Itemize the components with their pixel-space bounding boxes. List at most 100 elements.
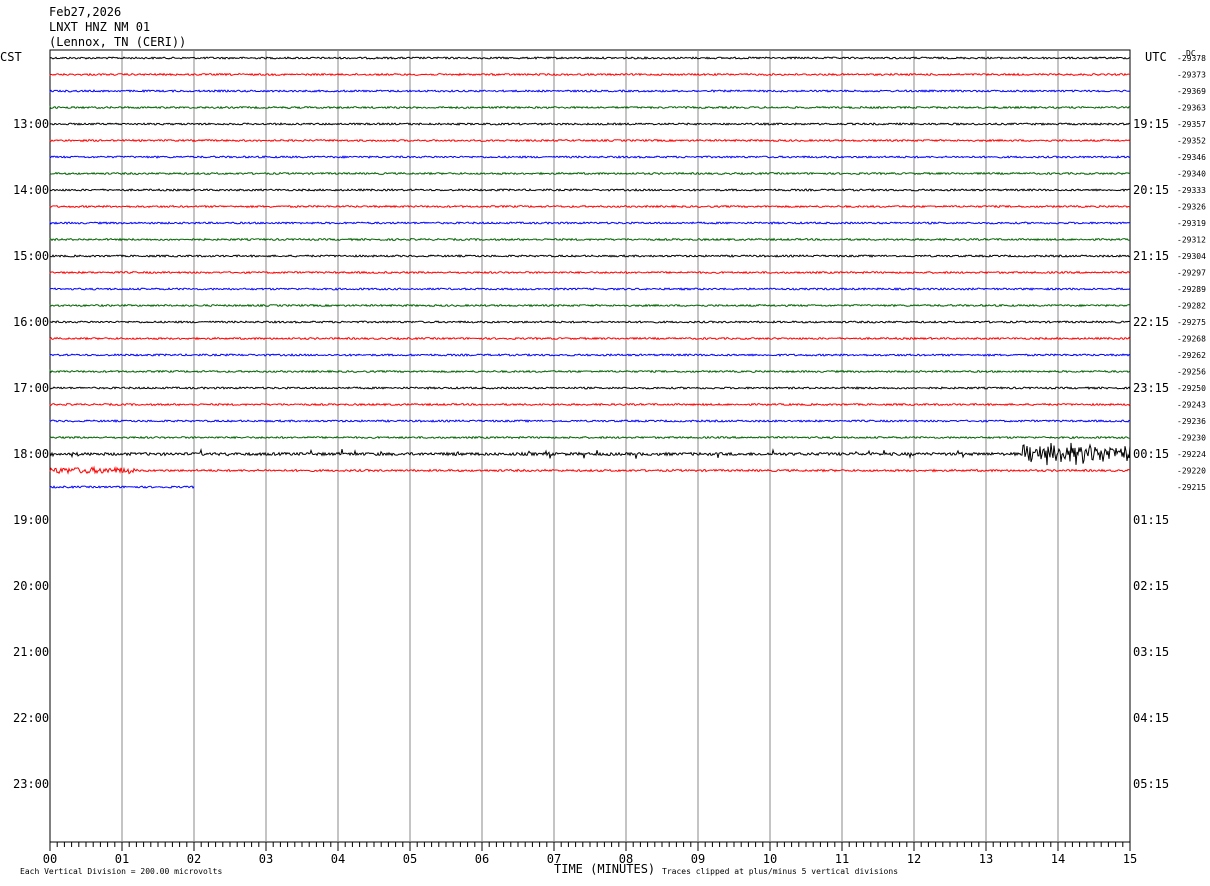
left-hour-label: 20:00	[13, 579, 49, 593]
trace-line	[49, 220, 1131, 225]
minute-grid	[121, 50, 1059, 842]
x-axis-label: TIME (MINUTES)	[554, 862, 655, 876]
trace-line	[49, 419, 1131, 423]
header-date: Feb27,2026	[49, 5, 121, 19]
left-hour-labels: 13:00 14:00 15:00 16:00 17:00 18:00 19:00 20:00…	[13, 117, 49, 791]
x-tick-label: 08	[619, 852, 633, 866]
trace-line	[49, 89, 1131, 93]
right-hour-label: 05:15	[1133, 777, 1169, 791]
x-tick-label: 00	[43, 852, 57, 866]
dc-value: -29326	[1177, 203, 1206, 212]
dc-value: -29304	[1177, 252, 1206, 261]
trace-line	[49, 56, 1131, 60]
dc-value: -29346	[1177, 153, 1206, 162]
trace-line	[49, 336, 1131, 341]
dc-value: -29215	[1177, 483, 1206, 492]
trace-line	[49, 369, 1131, 374]
right-hour-label: 01:15	[1133, 513, 1169, 527]
x-axis: 00 01 02 03 04 05 06 07 08 09 10 11 12 13 14 15	[43, 842, 1137, 866]
dc-value: -29268	[1177, 335, 1206, 344]
left-timezone-label: CST	[0, 50, 22, 64]
trace-line	[49, 465, 1131, 475]
dc-value: -29220	[1177, 467, 1206, 476]
trace-line	[49, 386, 1131, 390]
clip-note: Traces clipped at plus/minus 5 vertical …	[662, 867, 898, 876]
x-tick-label: 07	[547, 852, 561, 866]
dc-offset-labels: -29378 -29373 -29369 -29363 -29357 -29352 -293…	[1177, 54, 1206, 492]
trace-line	[49, 303, 1131, 308]
right-hour-label: 04:15	[1133, 711, 1169, 725]
trace-line	[49, 485, 195, 489]
dc-label: DC	[1186, 49, 1196, 58]
trace-line	[49, 287, 1131, 291]
left-hour-label: 23:00	[13, 777, 49, 791]
x-tick-label: 03	[259, 852, 273, 866]
right-hour-label: 23:15	[1133, 381, 1169, 395]
left-hour-label: 17:00	[13, 381, 49, 395]
x-tick-label: 04	[331, 852, 345, 866]
dc-value: -29357	[1177, 120, 1206, 129]
trace-line	[49, 105, 1131, 110]
right-hour-label: 00:15	[1133, 447, 1169, 461]
dc-value: -29333	[1177, 186, 1206, 195]
x-tick-label: 01	[115, 852, 129, 866]
header-location: (Lennox, TN (CERI))	[49, 35, 186, 49]
left-hour-label: 13:00	[13, 117, 49, 131]
trace-line	[49, 138, 1131, 143]
trace-line	[49, 435, 1131, 440]
trace-line	[49, 188, 1130, 192]
trace-line	[49, 155, 1131, 159]
trace-line	[49, 171, 1131, 176]
x-tick-label: 09	[691, 852, 705, 866]
left-hour-label: 16:00	[13, 315, 49, 329]
dc-value: -29340	[1177, 170, 1206, 179]
plot-frame	[49, 49, 1131, 843]
dc-value: -29230	[1177, 434, 1206, 443]
trace-line	[49, 402, 1131, 407]
trace-line	[49, 353, 1131, 357]
header-station: LNXT HNZ NM 01	[49, 20, 150, 34]
dc-value: -29312	[1177, 236, 1206, 245]
right-hour-label: 21:15	[1133, 249, 1169, 263]
dc-value: -29262	[1177, 351, 1206, 360]
right-hour-label: 22:15	[1133, 315, 1169, 329]
trace-line	[49, 237, 1131, 242]
left-hour-label: 22:00	[13, 711, 49, 725]
x-tick-label: 10	[763, 852, 777, 866]
dc-value: -29289	[1177, 285, 1206, 294]
dc-value: -29250	[1177, 384, 1206, 393]
left-hour-label: 19:00	[13, 513, 49, 527]
right-hour-label: 19:15	[1133, 117, 1169, 131]
left-hour-label: 21:00	[13, 645, 49, 659]
dc-value: -29319	[1177, 219, 1206, 228]
left-hour-label: 18:00	[13, 447, 49, 461]
trace-line	[49, 254, 1131, 258]
dc-value: -29369	[1177, 87, 1206, 96]
right-hour-label: 20:15	[1133, 183, 1169, 197]
dc-value: -29275	[1177, 318, 1206, 327]
dc-value: -29297	[1177, 269, 1206, 278]
trace-line	[49, 72, 1131, 77]
dc-value: -29243	[1177, 401, 1206, 410]
dc-value: -29363	[1177, 104, 1206, 113]
left-hour-label: 14:00	[13, 183, 49, 197]
seismic-traces	[49, 56, 1131, 489]
dc-value: -29236	[1177, 417, 1206, 426]
scale-note: Each Vertical Division = 200.00 microvol…	[20, 867, 222, 876]
trace-line	[49, 442, 1131, 466]
dc-value: -29224	[1177, 450, 1206, 459]
x-tick-label: 14	[1051, 852, 1065, 866]
dc-value: -29256	[1177, 368, 1206, 377]
trace-line	[49, 320, 1131, 324]
right-hour-labels: 19:15 20:15 21:15 22:15 23:15 00:15 01:15 02:15…	[1133, 117, 1169, 791]
trace-line	[49, 270, 1131, 275]
x-tick-label: 02	[187, 852, 201, 866]
right-timezone-label: UTC	[1145, 50, 1167, 64]
trace-line	[49, 122, 1131, 126]
x-tick-label: 11	[835, 852, 849, 866]
right-hour-label: 03:15	[1133, 645, 1169, 659]
x-tick-label: 06	[475, 852, 489, 866]
left-hour-label: 15:00	[13, 249, 49, 263]
dc-value: -29352	[1177, 137, 1206, 146]
